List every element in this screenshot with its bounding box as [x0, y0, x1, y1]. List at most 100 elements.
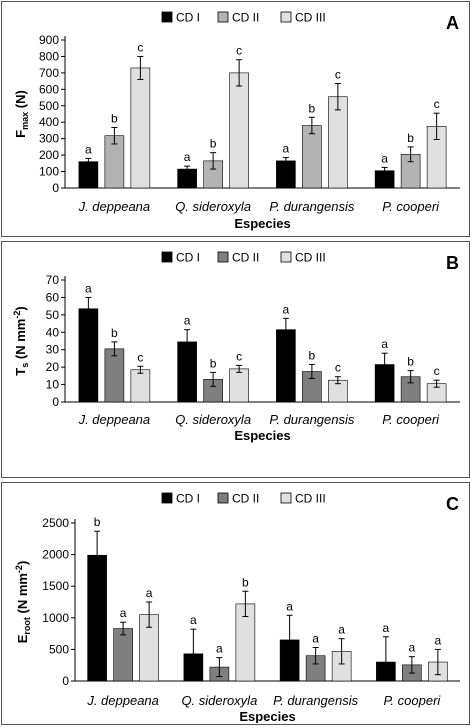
bar-cd-iii-j-deppeana: [130, 369, 151, 403]
legend-label-cd-ii: CD II: [232, 11, 259, 25]
category-label-q-sideroxyla: Q. sideroxyla: [181, 693, 257, 708]
y-axis-label: Fmax (N): [13, 90, 30, 138]
y-tick-label: 800: [39, 49, 59, 63]
bar-cd-i-j-deppeana: [78, 161, 99, 189]
significance-letter-cd-ii-p-durangensis: a: [312, 632, 319, 646]
legend-label-cd-iii: CD III: [295, 11, 326, 25]
panel-label: A: [446, 13, 459, 33]
significance-letter-cd-ii-p-cooperi: b: [407, 131, 414, 145]
legend-swatch-cd-iii: [280, 251, 292, 263]
y-tick-label: 600: [39, 82, 59, 96]
y-axis-label: Eroot (N mm-2): [14, 561, 32, 644]
panel-label: C: [446, 494, 459, 514]
y-tick-label: 100: [39, 165, 59, 179]
significance-letter-cd-i-q-sideroxyla: a: [190, 613, 197, 627]
significance-letter-cd-iii-j-deppeana: a: [146, 586, 153, 600]
significance-letter-cd-i-p-durangensis: a: [283, 302, 290, 316]
panel-c-frame: C CD I CD II CD III 0 500 1000 1500 2000 2500 Eroo…: [1, 482, 470, 725]
significance-letter-cd-iii-j-deppeana: c: [137, 350, 143, 364]
y-tick-label: 200: [39, 148, 59, 162]
significance-letter-cd-ii-j-deppeana: b: [111, 111, 118, 125]
category-label-p-durangensis: P. durangensis: [269, 199, 355, 214]
significance-letter-cd-ii-p-cooperi: b: [407, 355, 414, 369]
panel-b-chart: B CD I CD II CD III 0 10 20 30 40 50 60 70 Ts (N mm-…: [12, 251, 460, 443]
legend-swatch-cd-i: [161, 11, 173, 23]
significance-letter-cd-i-p-cooperi: a: [383, 621, 390, 635]
significance-letter-cd-iii-p-durangensis: c: [335, 68, 341, 82]
significance-letter-cd-i-p-cooperi: a: [381, 337, 388, 351]
x-axis-label: Especies: [234, 216, 290, 231]
legend-label-cd-i: CD I: [176, 251, 200, 265]
category-label-j-deppeana: J. deppeana: [78, 199, 151, 214]
y-tick-label: 900: [39, 33, 59, 47]
significance-letter-cd-i-j-deppeana: a: [85, 142, 92, 156]
panel-label: B: [446, 253, 459, 273]
bar-cd-i-j-deppeana: [78, 308, 99, 403]
y-tick-label: 300: [39, 132, 59, 146]
y-tick-label: 70: [46, 273, 60, 287]
category-label-p-durangensis: P. durangensis: [269, 412, 355, 427]
y-tick-label: 1500: [42, 579, 69, 593]
bar-cd-ii-p-durangensis: [302, 125, 322, 189]
y-tick-label: 2500: [42, 516, 69, 530]
significance-letter-cd-ii-j-deppeana: b: [111, 326, 118, 340]
category-label-p-cooperi: P. cooperi: [382, 199, 440, 214]
legend-swatch-cd-iii: [280, 492, 292, 504]
legend-label-cd-ii: CD II: [232, 492, 259, 506]
significance-letter-cd-ii-p-cooperi: a: [409, 641, 416, 655]
significance-letter-cd-iii-p-durangensis: a: [338, 623, 345, 637]
significance-letter-cd-iii-j-deppeana: c: [137, 40, 143, 54]
significance-letter-cd-iii-p-durangensis: c: [335, 361, 341, 375]
y-tick-label: 2000: [42, 548, 69, 562]
y-tick-label: 500: [39, 99, 59, 113]
panel-a-frame: A CD I CD II CD III 0 100 200 300 400 500 600 700 80…: [1, 1, 470, 237]
x-axis-label: Especies: [239, 709, 295, 723]
legend-label-cd-i: CD I: [176, 492, 200, 506]
x-axis-label: Especies: [234, 428, 290, 443]
significance-letter-cd-ii-j-deppeana: a: [120, 606, 127, 620]
significance-letter-cd-iii-q-sideroxyla: c: [236, 44, 242, 58]
legend-swatch-cd-iii: [280, 11, 292, 23]
legend-swatch-cd-i: [161, 492, 173, 504]
category-label-q-sideroxyla: Q. sideroxyla: [175, 412, 251, 427]
panel-c-chart: C CD I CD II CD III 0 500 1000 1500 2000 2500 Eroo…: [14, 492, 460, 724]
significance-letter-cd-ii-p-durangensis: b: [309, 101, 316, 115]
category-label-q-sideroxyla: Q. sideroxyla: [175, 199, 251, 214]
legend-label-cd-i: CD I: [176, 11, 200, 25]
significance-letter-cd-i-j-deppeana: b: [94, 515, 101, 529]
y-tick-label: 40: [46, 325, 60, 339]
y-tick-label: 50: [46, 308, 60, 322]
y-tick-label: 30: [46, 343, 60, 357]
legend-swatch-cd-ii: [217, 251, 229, 263]
y-tick-label: 700: [39, 66, 59, 80]
y-tick-label: 0: [52, 395, 59, 409]
significance-letter-cd-i-q-sideroxyla: a: [184, 150, 191, 164]
significance-letter-cd-iii-q-sideroxyla: b: [242, 575, 249, 589]
legend-label-cd-ii: CD II: [232, 251, 259, 265]
significance-letter-cd-ii-p-durangensis: b: [309, 349, 316, 363]
legend-swatch-cd-ii: [217, 11, 229, 23]
significance-letter-cd-i-j-deppeana: a: [85, 281, 92, 295]
bar-cd-ii-j-deppeana: [104, 348, 125, 403]
significance-letter-cd-iii-p-cooperi: a: [435, 633, 442, 647]
bar-cd-iii-q-sideroxyla: [229, 368, 249, 403]
legend-label-cd-iii: CD III: [295, 492, 326, 506]
significance-letter-cd-i-p-durangensis: a: [283, 142, 290, 156]
panel-a-chart: A CD I CD II CD III 0 100 200 300 400 500 600 700 80…: [13, 11, 460, 231]
legend-swatch-cd-ii: [217, 492, 229, 504]
legend-swatch-cd-i: [161, 251, 173, 263]
category-label-p-cooperi: P. cooperi: [382, 412, 440, 427]
significance-letter-cd-iii-q-sideroxyla: c: [236, 349, 242, 363]
y-tick-label: 0: [62, 674, 69, 688]
significance-letter-cd-i-q-sideroxyla: a: [184, 314, 191, 328]
bar-cd-iii-p-durangensis: [328, 96, 348, 189]
significance-letter-cd-i-p-durangensis: a: [286, 599, 293, 613]
y-tick-label: 1000: [42, 611, 69, 625]
y-tick-label: 60: [46, 290, 60, 304]
bar-cd-ii-j-deppeana: [113, 628, 133, 682]
significance-letter-cd-ii-q-sideroxyla: b: [210, 356, 217, 370]
panel-b-frame: B CD I CD II CD III 0 10 20 30 40 50 60 70 Ts (N mm-…: [1, 241, 470, 478]
category-label-j-deppeana: J. deppeana: [78, 412, 151, 427]
y-tick-label: 500: [49, 642, 69, 656]
